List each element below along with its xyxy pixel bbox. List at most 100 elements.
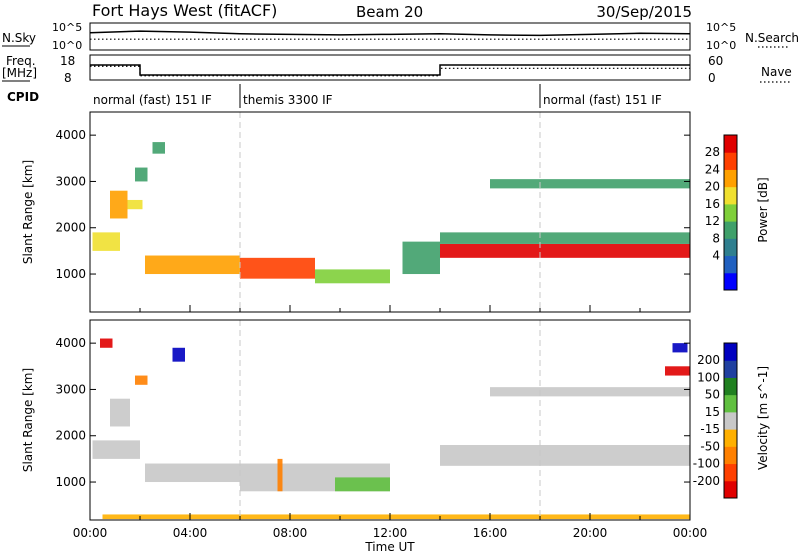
colorbar-tick-label: -100 (693, 457, 720, 471)
velocity-panel: 1000 2000 3000 4000 00:00 04:00 08:00 12:00 16:… (21, 319, 770, 554)
freq-tick-bottom: 8 (64, 71, 72, 85)
freq-label-2: [MHz] (2, 66, 37, 80)
colorbar-swatch (724, 221, 737, 239)
nsky-series-line (89, 30, 691, 37)
colorbar-swatch (724, 360, 737, 378)
cpid-segment-label: normal (fast) 151 IF (93, 93, 212, 107)
scatter-region (152, 142, 165, 154)
colorbar-swatch (724, 169, 737, 188)
velocity-colorbar: 200 100 50 15 -15 -50 -100 -200 (693, 342, 738, 499)
colorbar-swatch (724, 480, 737, 499)
velocity-regions (92, 338, 690, 520)
nsky-label: N.Sky (2, 31, 36, 45)
scatter-region (490, 179, 690, 189)
scatter-region (335, 477, 390, 492)
scatter-region (145, 255, 240, 275)
freq-tick-top: 18 (60, 54, 75, 68)
noise-lines (89, 30, 691, 40)
scatter-region (440, 232, 690, 244)
velocity-x-ticks: 00:00 04:00 08:00 12:00 16:00 20:00 00:00 (73, 513, 708, 540)
colorbar-swatch (724, 186, 737, 205)
scatter-region (135, 167, 148, 182)
x-tick-label: 20:00 (573, 526, 608, 540)
freq-lines (90, 64, 690, 77)
colorbar-swatch (724, 255, 737, 274)
colorbar-tick-label: -50 (700, 439, 720, 453)
y-tick-label: 3000 (55, 382, 86, 396)
nsky-tick-bottom: 10^0 (52, 39, 82, 52)
x-tick-label: 12:00 (373, 526, 408, 540)
scatter-region (127, 199, 143, 210)
nave-tick-top: 60 (708, 54, 723, 68)
colorbar-swatch (724, 203, 737, 222)
cpid-segment-label: themis 3300 IF (243, 93, 333, 107)
colorbar-tick-label: 20 (705, 180, 720, 194)
colorbar-swatch (724, 238, 737, 257)
scatter-region (402, 241, 440, 275)
scatter-region (277, 458, 283, 492)
scatter-region (440, 445, 690, 466)
colorbar-swatch (724, 394, 737, 413)
colorbar-swatch (724, 272, 737, 291)
colorbar-tick-label: 24 (705, 162, 720, 176)
station-title: Fort Hays West (fitACF) (92, 1, 277, 20)
y-tick-label: 3000 (55, 174, 86, 188)
cpid-row: normal (fast) 151 IF themis 3300 IF normal… (93, 84, 662, 108)
freq-label-1: Freq. (6, 54, 36, 68)
scatter-region (135, 375, 148, 385)
nave-label: Nave (761, 65, 792, 79)
scatter-region (490, 387, 690, 397)
colorbar-tick-label: 50 (705, 388, 720, 402)
power-ylabel: Slant Range [km] (21, 160, 35, 264)
colorbar-swatch (724, 135, 737, 153)
scatter-region (92, 232, 120, 251)
nsearch-label: N.Search (745, 31, 799, 45)
scatter-region (92, 440, 140, 459)
power-time-dividers (239, 112, 541, 312)
freq-nave-panel: Freq. [MHz] Nave 18 8 60 0 (2, 54, 792, 85)
scatter-region (315, 269, 390, 284)
colorbar-tick-label: 4 (712, 249, 720, 263)
power-regions (92, 142, 690, 284)
y-tick-label: 4000 (55, 336, 86, 350)
nsearch-tick-top: 10^5 (706, 21, 736, 34)
scatter-region (110, 190, 128, 219)
colorbar-tick-label: 100 (697, 370, 720, 384)
power-y-axis: 1000 2000 3000 4000 (55, 128, 690, 281)
freq-series-line (90, 64, 690, 76)
power-panel: 1000 2000 3000 4000 Slant Range [km] 28 24 20… (21, 111, 770, 313)
x-tick-label: 08:00 (273, 526, 308, 540)
scatter-region (172, 347, 185, 362)
y-tick-label: 2000 (55, 429, 86, 443)
colorbar-tick-label: -200 (693, 474, 720, 488)
scatter-region (102, 514, 690, 520)
nave-series-line (90, 65, 690, 77)
power-colorbar-label: Power [dB] (756, 177, 770, 242)
x-tick-label: 00:00 (673, 526, 708, 540)
scatter-region (110, 398, 130, 427)
scatter-region (665, 366, 690, 376)
x-tick-label: 04:00 (173, 526, 208, 540)
colorbar-swatch (724, 446, 737, 465)
scatter-region (100, 338, 113, 348)
x-tick-label: 00:00 (73, 526, 108, 540)
colorbar-tick-label: 28 (705, 145, 720, 159)
colorbar-tick-label: 15 (705, 405, 720, 419)
scatter-region (240, 257, 315, 279)
colorbar-swatch (724, 152, 737, 170)
scatter-region (145, 463, 240, 483)
colorbar-frame (723, 134, 738, 291)
colorbar-swatch (724, 411, 737, 430)
y-tick-label: 2000 (55, 221, 86, 235)
velocity-colorbar-label: Velocity [m s^-1] (756, 366, 770, 470)
colorbar-swatch (724, 343, 737, 361)
nsky-tick-top: 10^5 (52, 21, 82, 34)
freq-panel-frame (89, 54, 691, 81)
nave-tick-bottom: 0 (708, 71, 716, 85)
scatter-region (440, 243, 690, 258)
velocity-y-axis: 1000 2000 3000 4000 (55, 336, 690, 489)
x-tick-label: 16:00 (473, 526, 508, 540)
y-tick-label: 1000 (55, 267, 86, 281)
colorbar-swatch (724, 429, 737, 447)
nsearch-tick-bottom: 10^0 (706, 39, 736, 52)
